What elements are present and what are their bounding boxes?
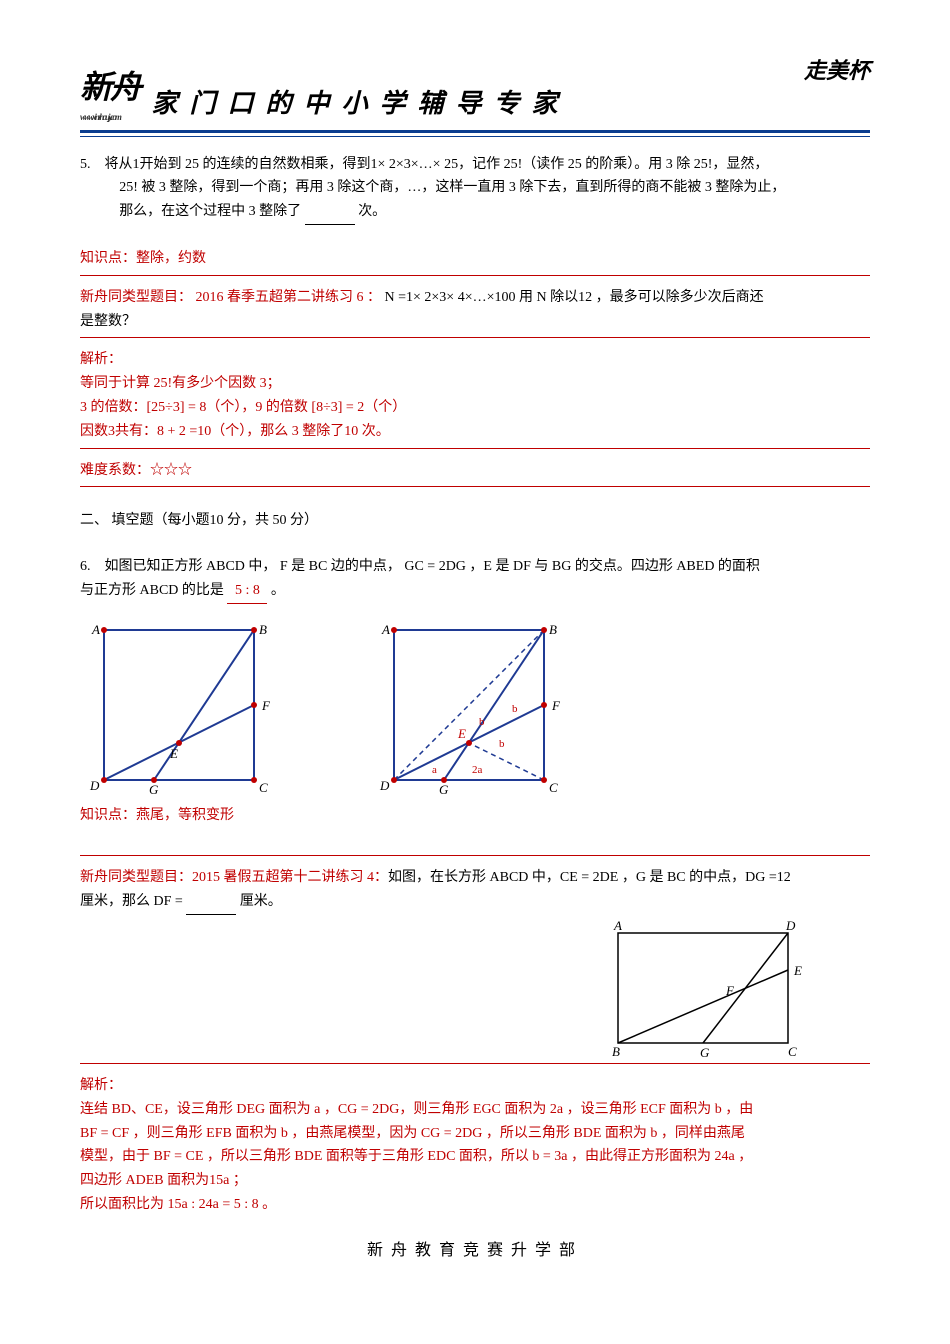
similar-body-2c: 厘米。 (240, 894, 282, 909)
knowledge-point-1: 知识点：整除，约数 (80, 247, 870, 271)
svg-text:2a: 2a (472, 764, 483, 776)
divider (80, 855, 870, 856)
sol2-l2: BF = CF ，则三角形 EFB 面积为 b ，由燕尾模型，因为 CG = 2… (80, 1122, 870, 1146)
p6-line1: 如图已知正方形 ABCD 中， F 是 BC 边的中点， GC = 2DG ，E… (105, 559, 760, 574)
problem-number: 6. (80, 555, 91, 579)
svg-text:b: b (479, 716, 485, 728)
sol1-l1: 等同于计算 25!有多少个因数 3； (80, 372, 870, 396)
divider (80, 275, 870, 276)
solution-title-1: 解析： (80, 348, 870, 372)
problem-5: 5. 将从1开始到 25 的连续的自然数相乘，得到1× 2×3×…× 25，记作… (80, 153, 870, 225)
divider (80, 1063, 870, 1064)
similar-body-1b: 是整数？ (80, 310, 870, 334)
svg-text:G: G (149, 782, 159, 796)
difficulty-label-1: 难度系数： (80, 463, 150, 478)
logo: 新舟 www.xinzhoujy.com (80, 60, 140, 126)
svg-text:B: B (549, 622, 557, 637)
p5-line2: 25! 被 3 整除，得到一个商；再用 3 除这个商，…，这样一直用 3 除下去… (80, 176, 870, 200)
sol1-l3: 因数3共有：8 + 2 =10（个），那么 3 整除了10 次。 (80, 420, 870, 444)
svg-text:G: G (700, 1045, 710, 1059)
svg-text:b: b (499, 738, 505, 750)
svg-text:F: F (725, 983, 735, 998)
page-footer: 新舟教育竞赛升学部 (80, 1237, 870, 1264)
divider (80, 448, 870, 449)
figures-row: A B F C G D E A B (80, 616, 870, 796)
problem-6: 6. 如图已知正方形 ABCD 中， F 是 BC 边的中点， GC = 2DG… (80, 555, 870, 604)
solution-title-2: 解析： (80, 1074, 870, 1098)
svg-text:E: E (793, 963, 802, 978)
svg-text:D: D (89, 778, 100, 793)
figure-3: A D E C G B F (600, 919, 810, 1059)
sol2-l5: 所以面积比为 15a : 24a = 5 : 8 。 (80, 1193, 870, 1217)
svg-text:F: F (551, 698, 561, 713)
figure-1: A B F C G D E (80, 616, 270, 796)
svg-text:E: E (169, 746, 178, 761)
divider (80, 337, 870, 338)
sol2-l4: 四边形 ADEB 面积为15a ； (80, 1169, 870, 1193)
logo-url: www.xinzhoujy.com (80, 110, 140, 125)
figure-2: A B F C G D E a 2a b b b (370, 616, 580, 796)
p5-line1: 将从1开始到 25 的连续的自然数相乘，得到1× 2×3×…× 25，记作 25… (105, 157, 769, 172)
svg-text:D: D (785, 919, 796, 933)
p5-line3-suffix: 次。 (358, 204, 386, 219)
svg-text:C: C (549, 780, 558, 795)
svg-text:G: G (439, 782, 449, 796)
section-2-title: 二、 填空题（每小题10 分，共 50 分） (80, 509, 870, 533)
similar-title-2: 2015 暑假五超第十二讲练习 4： (192, 870, 388, 885)
sol1-l2: 3 的倍数：[25÷3] = 8（个），9 的倍数 [8÷3] = 2（个） (80, 396, 870, 420)
slogan: 家门口的中小学辅导专家 (152, 82, 570, 126)
p6-answer: 5 : 8 (227, 579, 267, 604)
p6-line2b: 。 (271, 583, 285, 598)
divider (80, 486, 870, 487)
blank-2 (186, 890, 236, 915)
competition-name: 走美杯 (804, 52, 870, 89)
svg-text:C: C (259, 780, 268, 795)
svg-text:C: C (788, 1044, 797, 1059)
sol2-l3: 模型，由于 BF = CE ，所以三角形 BDE 面积等于三角形 EDC 面积，… (80, 1145, 870, 1169)
similar-body-2a: 如图，在长方形 ABCD 中，CE = 2DE ，G 是 BC 的中点，DG =… (388, 870, 791, 885)
p6-line2a: 与正方形 ABCD 的比是 (80, 583, 227, 598)
difficulty-stars-1: ☆☆☆ (150, 463, 192, 478)
svg-text:E: E (457, 726, 466, 741)
similar-body-2b: 厘米，那么 DF = (80, 894, 186, 909)
similar-body-1a: N =1× 2×3× 4×…×100 用 N 除以12 ，最多可以除多少次后商还 (385, 290, 764, 305)
similar-prefix-1: 新舟同类型题目： (80, 290, 192, 305)
figure-3-wrap: A D E C G B F (80, 919, 810, 1059)
svg-text:F: F (261, 698, 270, 713)
svg-text:D: D (379, 778, 390, 793)
sol2-l1: 连结 BD、CE，设三角形 DEG 面积为 a ，CG = 2DG，则三角形 E… (80, 1098, 870, 1122)
svg-text:A: A (613, 919, 622, 933)
p5-line3: 那么，在这个过程中 3 整除了 (119, 204, 301, 219)
svg-text:B: B (612, 1044, 620, 1059)
svg-text:B: B (259, 622, 267, 637)
svg-text:a: a (432, 764, 437, 776)
svg-text:A: A (381, 622, 390, 637)
knowledge-point-2: 知识点：燕尾，等积变形 (80, 804, 870, 828)
svg-text:A: A (91, 622, 100, 637)
blank-1 (305, 200, 355, 225)
page-header: 新舟 www.xinzhoujy.com 家门口的中小学辅导专家 走美杯 (80, 60, 870, 133)
similar-title-1: 2016 春季五超第二讲练习 6 ： (196, 290, 382, 305)
problem-number: 5. (80, 153, 91, 177)
svg-text:b: b (512, 703, 518, 715)
logo-text: 新舟 (80, 69, 140, 105)
similar-prefix-2: 新舟同类型题目： (80, 870, 192, 885)
